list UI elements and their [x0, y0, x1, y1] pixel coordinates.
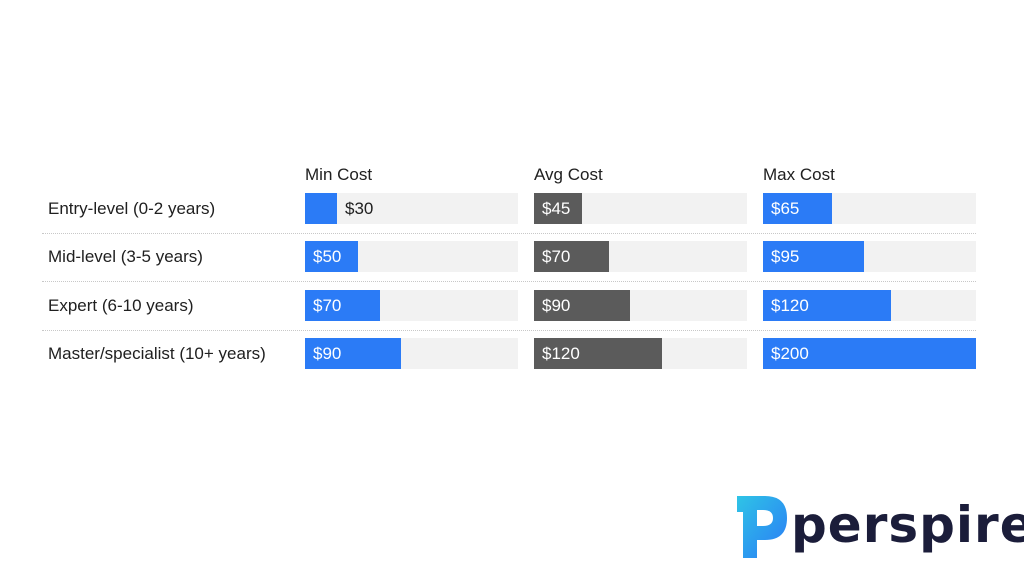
- bar-track: $45: [534, 193, 747, 224]
- bar: [763, 338, 976, 369]
- value-label: $50: [313, 247, 342, 266]
- bar: [305, 241, 358, 272]
- bar: [763, 290, 891, 321]
- bar-track: $65: [763, 193, 976, 224]
- row-label: Entry-level (0-2 years): [48, 199, 216, 218]
- bar: [534, 241, 609, 272]
- value-label: $30: [345, 199, 374, 218]
- column-header: Max Cost: [763, 165, 835, 184]
- bar-track: $120: [763, 290, 976, 321]
- perspire-logo: perspire: [735, 492, 1024, 562]
- bar-track: $95: [763, 241, 976, 272]
- bar-track: $90: [534, 290, 747, 321]
- value-label: $120: [771, 296, 809, 315]
- column-header: Avg Cost: [534, 165, 603, 184]
- bar: [305, 338, 401, 369]
- bar-track: $70: [534, 241, 747, 272]
- row-label: Master/specialist (10+ years): [48, 344, 266, 363]
- value-label: $95: [771, 247, 800, 266]
- value-label: $70: [542, 247, 571, 266]
- bar: [534, 290, 630, 321]
- value-label: $45: [542, 199, 571, 218]
- row-divider: [42, 281, 976, 282]
- value-label: $65: [771, 199, 800, 218]
- logo-wordmark: perspire: [791, 496, 1024, 554]
- row-label: Mid-level (3-5 years): [48, 247, 203, 266]
- bar: [534, 193, 582, 224]
- bar-track: $50: [305, 241, 518, 272]
- bar: [763, 241, 864, 272]
- bar: [305, 290, 380, 321]
- bar-track: $90: [305, 338, 518, 369]
- bar-track: $200: [763, 338, 976, 369]
- bar-track: $120: [534, 338, 747, 369]
- logo-mark-icon: [737, 496, 787, 558]
- value-label: $200: [771, 344, 809, 363]
- logo-text: perspire: [791, 496, 1024, 554]
- value-label: $120: [542, 344, 580, 363]
- value-label: $70: [313, 296, 342, 315]
- column-header: Min Cost: [305, 165, 373, 184]
- row-divider: [42, 233, 976, 234]
- bar-track: $30: [305, 193, 518, 224]
- bar: [305, 193, 337, 224]
- row-divider: [42, 330, 976, 331]
- value-label: $90: [313, 344, 342, 363]
- bar-track: $70: [305, 290, 518, 321]
- row-label: Expert (6-10 years): [48, 296, 194, 315]
- value-label: $90: [542, 296, 571, 315]
- bar: [763, 193, 832, 224]
- bar: [534, 338, 662, 369]
